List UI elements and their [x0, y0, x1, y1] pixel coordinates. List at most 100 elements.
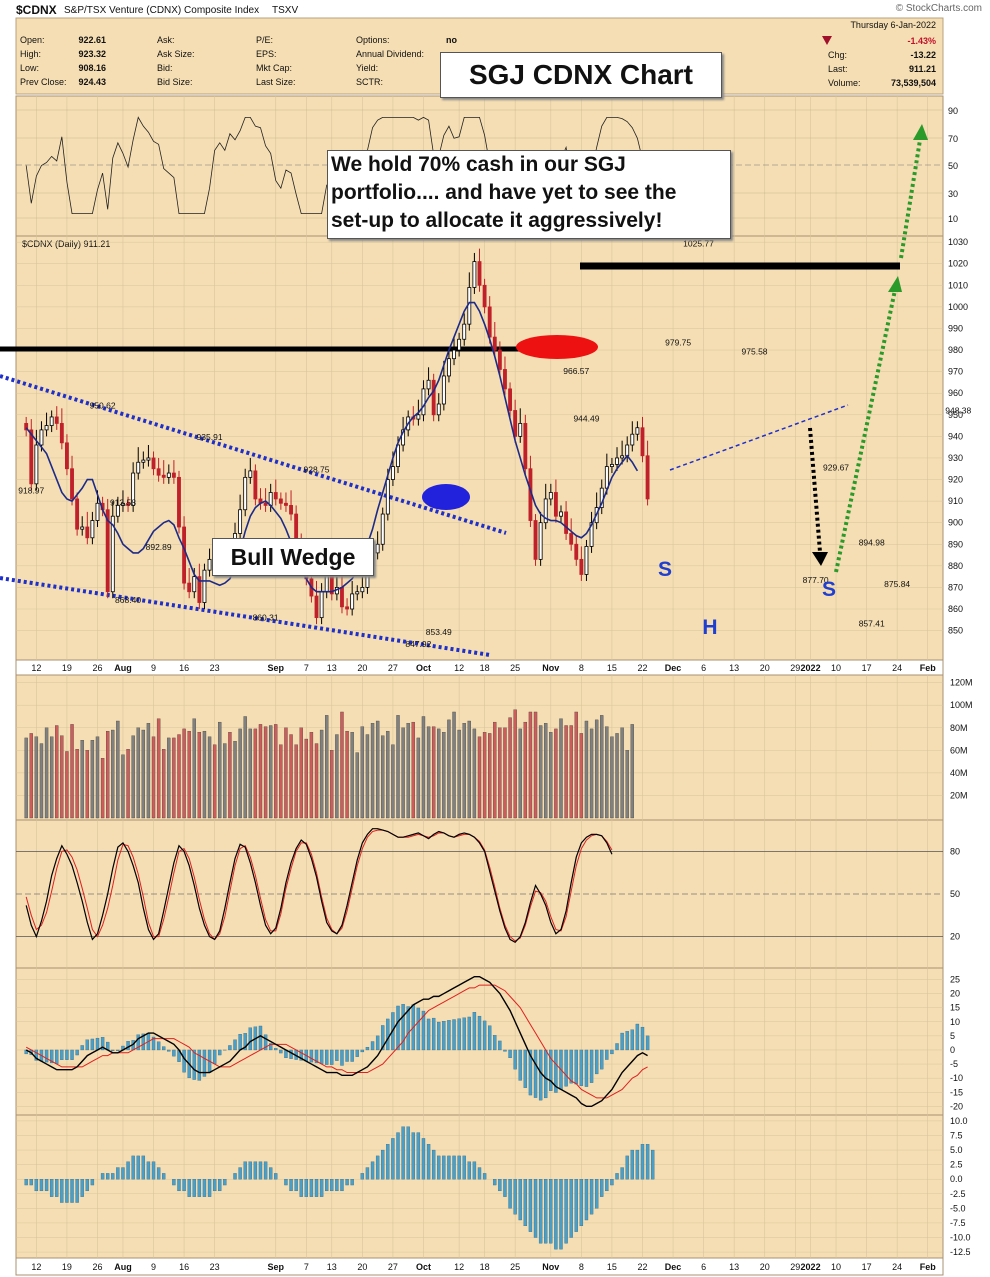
macd-tick: 0 — [950, 1045, 955, 1055]
field-col2: Bid Size: — [157, 77, 193, 87]
volume-bar — [156, 718, 161, 819]
candle-body — [630, 433, 635, 446]
volume-bar — [533, 711, 538, 819]
histogram-bar — [100, 1173, 105, 1180]
price-tick: 1020 — [948, 259, 968, 269]
x-tick-label: 26 — [92, 1262, 102, 1272]
volume-bar — [472, 728, 477, 819]
volume-bar — [274, 724, 278, 819]
x-tick-label: 16 — [179, 1262, 189, 1272]
volume-bar — [462, 723, 466, 819]
x-tick-label: Feb — [920, 1262, 937, 1272]
green-arrow-head-1 — [888, 276, 902, 292]
volume-bar — [503, 727, 507, 819]
price-tick: 860 — [948, 604, 963, 614]
macd-tick: -10 — [950, 1073, 963, 1083]
histogram-bar — [187, 1179, 191, 1197]
volume-bar — [90, 740, 95, 819]
price-label: 868.40 — [115, 595, 141, 605]
candle-body — [141, 459, 146, 463]
volume-bar — [528, 711, 533, 819]
macd-bar — [233, 1039, 237, 1051]
down-arrow-shaft — [808, 427, 822, 553]
histogram-bar — [284, 1179, 288, 1186]
candle-body — [375, 543, 380, 554]
macd-bar — [182, 1049, 186, 1073]
last-label: Last: — [828, 64, 848, 74]
x-tick-label: 18 — [480, 1262, 490, 1272]
histogram-bar — [314, 1179, 319, 1197]
volume-bar — [238, 728, 242, 819]
volume-bar — [452, 711, 456, 819]
quote-label: High: — [20, 49, 41, 59]
price-tick: 970 — [948, 367, 963, 377]
volume-bar — [192, 718, 196, 819]
volume-bar — [381, 735, 385, 819]
x-tick-label: 20 — [760, 663, 770, 673]
candle-body — [390, 466, 395, 480]
macd-bar — [375, 1035, 380, 1051]
x-tick-label: 8 — [579, 1262, 584, 1272]
volume-bar — [263, 726, 268, 819]
volume-bar — [411, 721, 415, 819]
volume-bar — [325, 715, 329, 819]
macd-bar — [274, 1048, 278, 1051]
macd-bar — [172, 1049, 176, 1057]
volume-bar — [60, 735, 64, 819]
field-col3: Mkt Cap: — [256, 63, 292, 73]
macd-bar — [228, 1045, 232, 1051]
macd-bar — [401, 1004, 405, 1051]
volume-bar — [172, 737, 176, 819]
macd-bar — [365, 1046, 370, 1051]
x-tick-label: 15 — [607, 1262, 617, 1272]
macd-bar — [75, 1049, 79, 1056]
x-tick-label: 19 — [62, 663, 72, 673]
macd-bar — [248, 1027, 252, 1051]
field-col4: Annual Dividend: — [356, 49, 424, 59]
candle-body — [29, 429, 34, 485]
macd-bar — [243, 1033, 247, 1051]
macd-bar — [340, 1049, 344, 1066]
x-tick-label: 13 — [729, 663, 739, 673]
candle-body — [49, 416, 54, 426]
field-col3: Last Size: — [256, 77, 296, 87]
candle-body — [273, 492, 278, 500]
histogram-bar — [146, 1161, 151, 1180]
volume-bar — [554, 728, 558, 819]
volume-bar — [309, 732, 314, 819]
volume-bar — [65, 751, 69, 819]
rsi-tick: 50 — [948, 161, 958, 171]
histogram-bar — [65, 1179, 69, 1203]
volume-bar — [95, 736, 100, 819]
histogram-bar — [431, 1149, 436, 1180]
hist-tick: 10.0 — [950, 1116, 968, 1126]
macd-bar — [85, 1039, 89, 1051]
macd-bar — [620, 1032, 624, 1051]
candle-body — [105, 509, 110, 593]
volume-bar — [370, 723, 375, 819]
candle-body — [80, 526, 85, 530]
histogram-bar — [523, 1179, 528, 1227]
x-tick-label: 22 — [637, 663, 647, 673]
price-label: 892.89 — [146, 542, 172, 552]
candle-body — [238, 509, 243, 534]
rsi-tick: 10 — [948, 214, 958, 224]
histogram-bar — [136, 1155, 140, 1180]
histogram-bar — [233, 1173, 237, 1180]
macd-bar — [635, 1023, 640, 1051]
macd-bar — [325, 1049, 329, 1065]
histogram-bar — [538, 1179, 543, 1244]
histogram-bar — [162, 1173, 166, 1180]
price-tick: 960 — [948, 388, 963, 398]
macd-bar — [44, 1049, 49, 1063]
histogram-bar — [274, 1173, 278, 1180]
macd-bar — [467, 1016, 471, 1051]
candle-body — [197, 576, 202, 603]
macd-bar — [55, 1049, 59, 1064]
red-breakout-ellipse — [516, 335, 598, 359]
quote-label: Open: — [20, 35, 45, 45]
price-tick: 870 — [948, 582, 963, 592]
x-tick-label: 10 — [831, 1262, 841, 1272]
volume-bar — [488, 733, 492, 819]
volume-bar — [391, 744, 395, 819]
